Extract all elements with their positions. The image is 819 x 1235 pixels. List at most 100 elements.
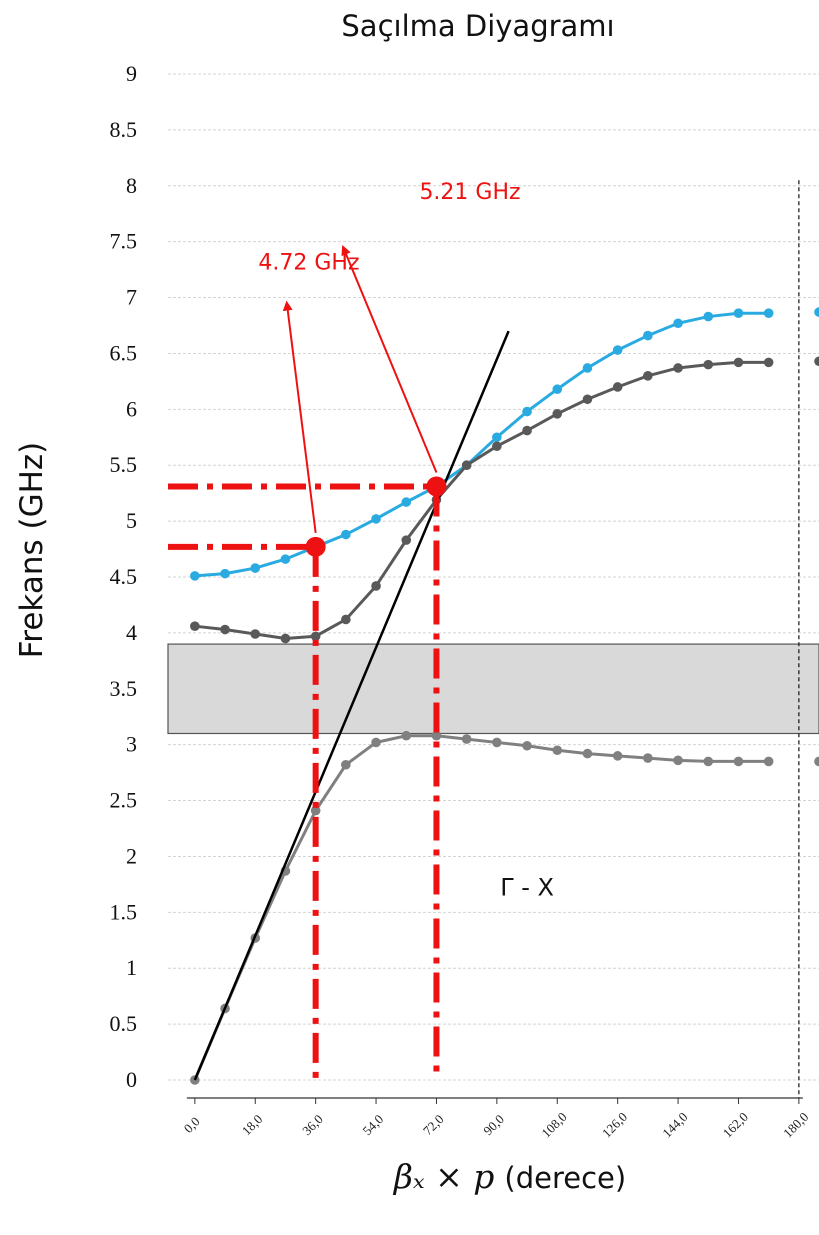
marker-point — [305, 536, 326, 557]
y-tick-label: 7 — [126, 285, 137, 310]
series-upper-point — [280, 554, 291, 564]
x-tick-label: 144,0 — [659, 1109, 690, 1140]
y-axis-label: Frekans (GHz) — [14, 442, 50, 659]
series-upper-line — [194, 311, 769, 578]
series-middle-point — [612, 382, 623, 392]
y-tick-label: 8.5 — [110, 117, 138, 142]
y-tick-label: 8 — [126, 173, 137, 198]
y-tick-label: 5 — [126, 508, 137, 533]
series-lower-point — [582, 748, 593, 759]
y-tick-label: 2 — [126, 843, 137, 868]
series-upper-point — [190, 571, 200, 581]
x-axis-label: βₓ × p (derece) — [392, 1157, 626, 1196]
series-lower-point — [552, 745, 563, 756]
series-upper-point — [733, 308, 744, 319]
grid-lines — [168, 73, 819, 1081]
series-lower-point — [310, 805, 321, 816]
series-upper-point — [250, 563, 261, 573]
x-axis: 0,0 18,0 36,0 54,0 72,0 90,0 108,0 126,0 144,0 16… — [181, 1097, 811, 1140]
series-middle-line — [194, 360, 769, 640]
region-label: Γ - X — [500, 874, 554, 902]
y-tick-label: 6 — [126, 396, 137, 421]
y-axis-ticks: 0 0.5 1 1.5 2 2.5 3 3.5 4 4.5 5 5.5 6 6.5 7 7.5 8 8.5 9 — [110, 61, 138, 1092]
series-middle-point — [763, 357, 774, 368]
series-middle-point — [703, 359, 714, 370]
y-tick-label: 1.5 — [110, 899, 138, 924]
x-tick-label: 90,0 — [480, 1111, 507, 1138]
y-tick-label: 0 — [126, 1067, 137, 1092]
series-lower-point — [401, 730, 412, 741]
marker-arrow — [341, 245, 438, 473]
series-middle — [190, 356, 819, 644]
series-lower-point — [703, 756, 714, 767]
series-lower-point — [673, 755, 683, 766]
series-lower-point — [763, 756, 774, 767]
marker-arrow — [282, 300, 317, 533]
series-middle-point — [280, 633, 291, 644]
series-upper-point — [582, 363, 593, 373]
chart-title: Saçılma Diyagramı — [341, 9, 614, 43]
series-lower-point — [431, 730, 442, 741]
x-tick-label: 126,0 — [599, 1109, 630, 1140]
series-upper-point — [371, 514, 381, 524]
series-upper-point — [612, 345, 623, 355]
series-middle-point — [190, 621, 200, 631]
series-middle-point — [733, 357, 744, 368]
series-lower-point — [733, 756, 744, 767]
series-middle-point — [643, 371, 653, 381]
annotations: 4.72 GHz 5.21 GHz — [168, 180, 521, 1080]
series-upper-point — [763, 308, 774, 319]
light-line — [193, 330, 510, 1081]
marker-label: 4.72 GHz — [258, 251, 359, 276]
series-lower-point — [522, 740, 532, 751]
y-tick-label: 3.5 — [110, 676, 138, 701]
series-upper-point — [673, 318, 683, 329]
series-upper-point — [552, 384, 563, 395]
series-lower — [190, 730, 819, 1085]
series-middle-point — [522, 425, 532, 436]
series-upper-point — [492, 432, 502, 443]
series-lower-line — [193, 734, 769, 1081]
x-tick-label: 162,0 — [720, 1109, 751, 1140]
series-middle-point — [552, 409, 563, 419]
x-tick-label: 54,0 — [360, 1111, 387, 1138]
series-middle-point — [341, 614, 351, 625]
series-middle-point — [582, 394, 593, 405]
series-lower-point — [461, 734, 472, 744]
series-middle-point — [492, 441, 502, 452]
series-upper-point — [814, 307, 819, 317]
y-tick-label: 1 — [126, 955, 137, 980]
y-tick-label: 6.5 — [110, 340, 138, 365]
series-middle-point — [814, 356, 819, 367]
series-middle-point — [371, 581, 381, 591]
x-tick-label: 0,0 — [181, 1114, 203, 1136]
marker-label: 5.21 GHz — [419, 180, 520, 205]
y-tick-label: 4.5 — [110, 564, 138, 589]
y-tick-label: 4 — [126, 620, 137, 645]
series-middle-point — [250, 629, 261, 639]
series-upper-point — [522, 406, 532, 417]
series-middle-point — [673, 363, 683, 373]
y-tick-label: 2.5 — [110, 788, 138, 813]
x-tick-label: 108,0 — [538, 1109, 569, 1140]
x-tick-label: 36,0 — [299, 1111, 326, 1138]
series-lower-point — [643, 753, 653, 763]
y-tick-label: 5.5 — [110, 452, 138, 477]
y-tick-label: 3 — [126, 732, 137, 757]
series-upper — [190, 307, 819, 581]
band-gap-region — [167, 643, 819, 735]
series-upper-point — [643, 330, 653, 341]
series-upper-point — [220, 568, 230, 579]
x-tick-label: 72,0 — [420, 1111, 447, 1138]
series-lower-point — [612, 751, 623, 761]
x-tick-label: 180,0 — [780, 1109, 811, 1140]
series-upper-point — [401, 497, 412, 507]
x-tick-label: 18,0 — [239, 1111, 266, 1138]
series-layer — [190, 307, 819, 1085]
series-lower-point — [371, 737, 381, 748]
series-middle-point — [310, 631, 321, 642]
series-lower-point — [341, 759, 351, 770]
series-lower-point — [492, 737, 502, 748]
x-axis-label-math: βₓ × p — [392, 1157, 495, 1196]
